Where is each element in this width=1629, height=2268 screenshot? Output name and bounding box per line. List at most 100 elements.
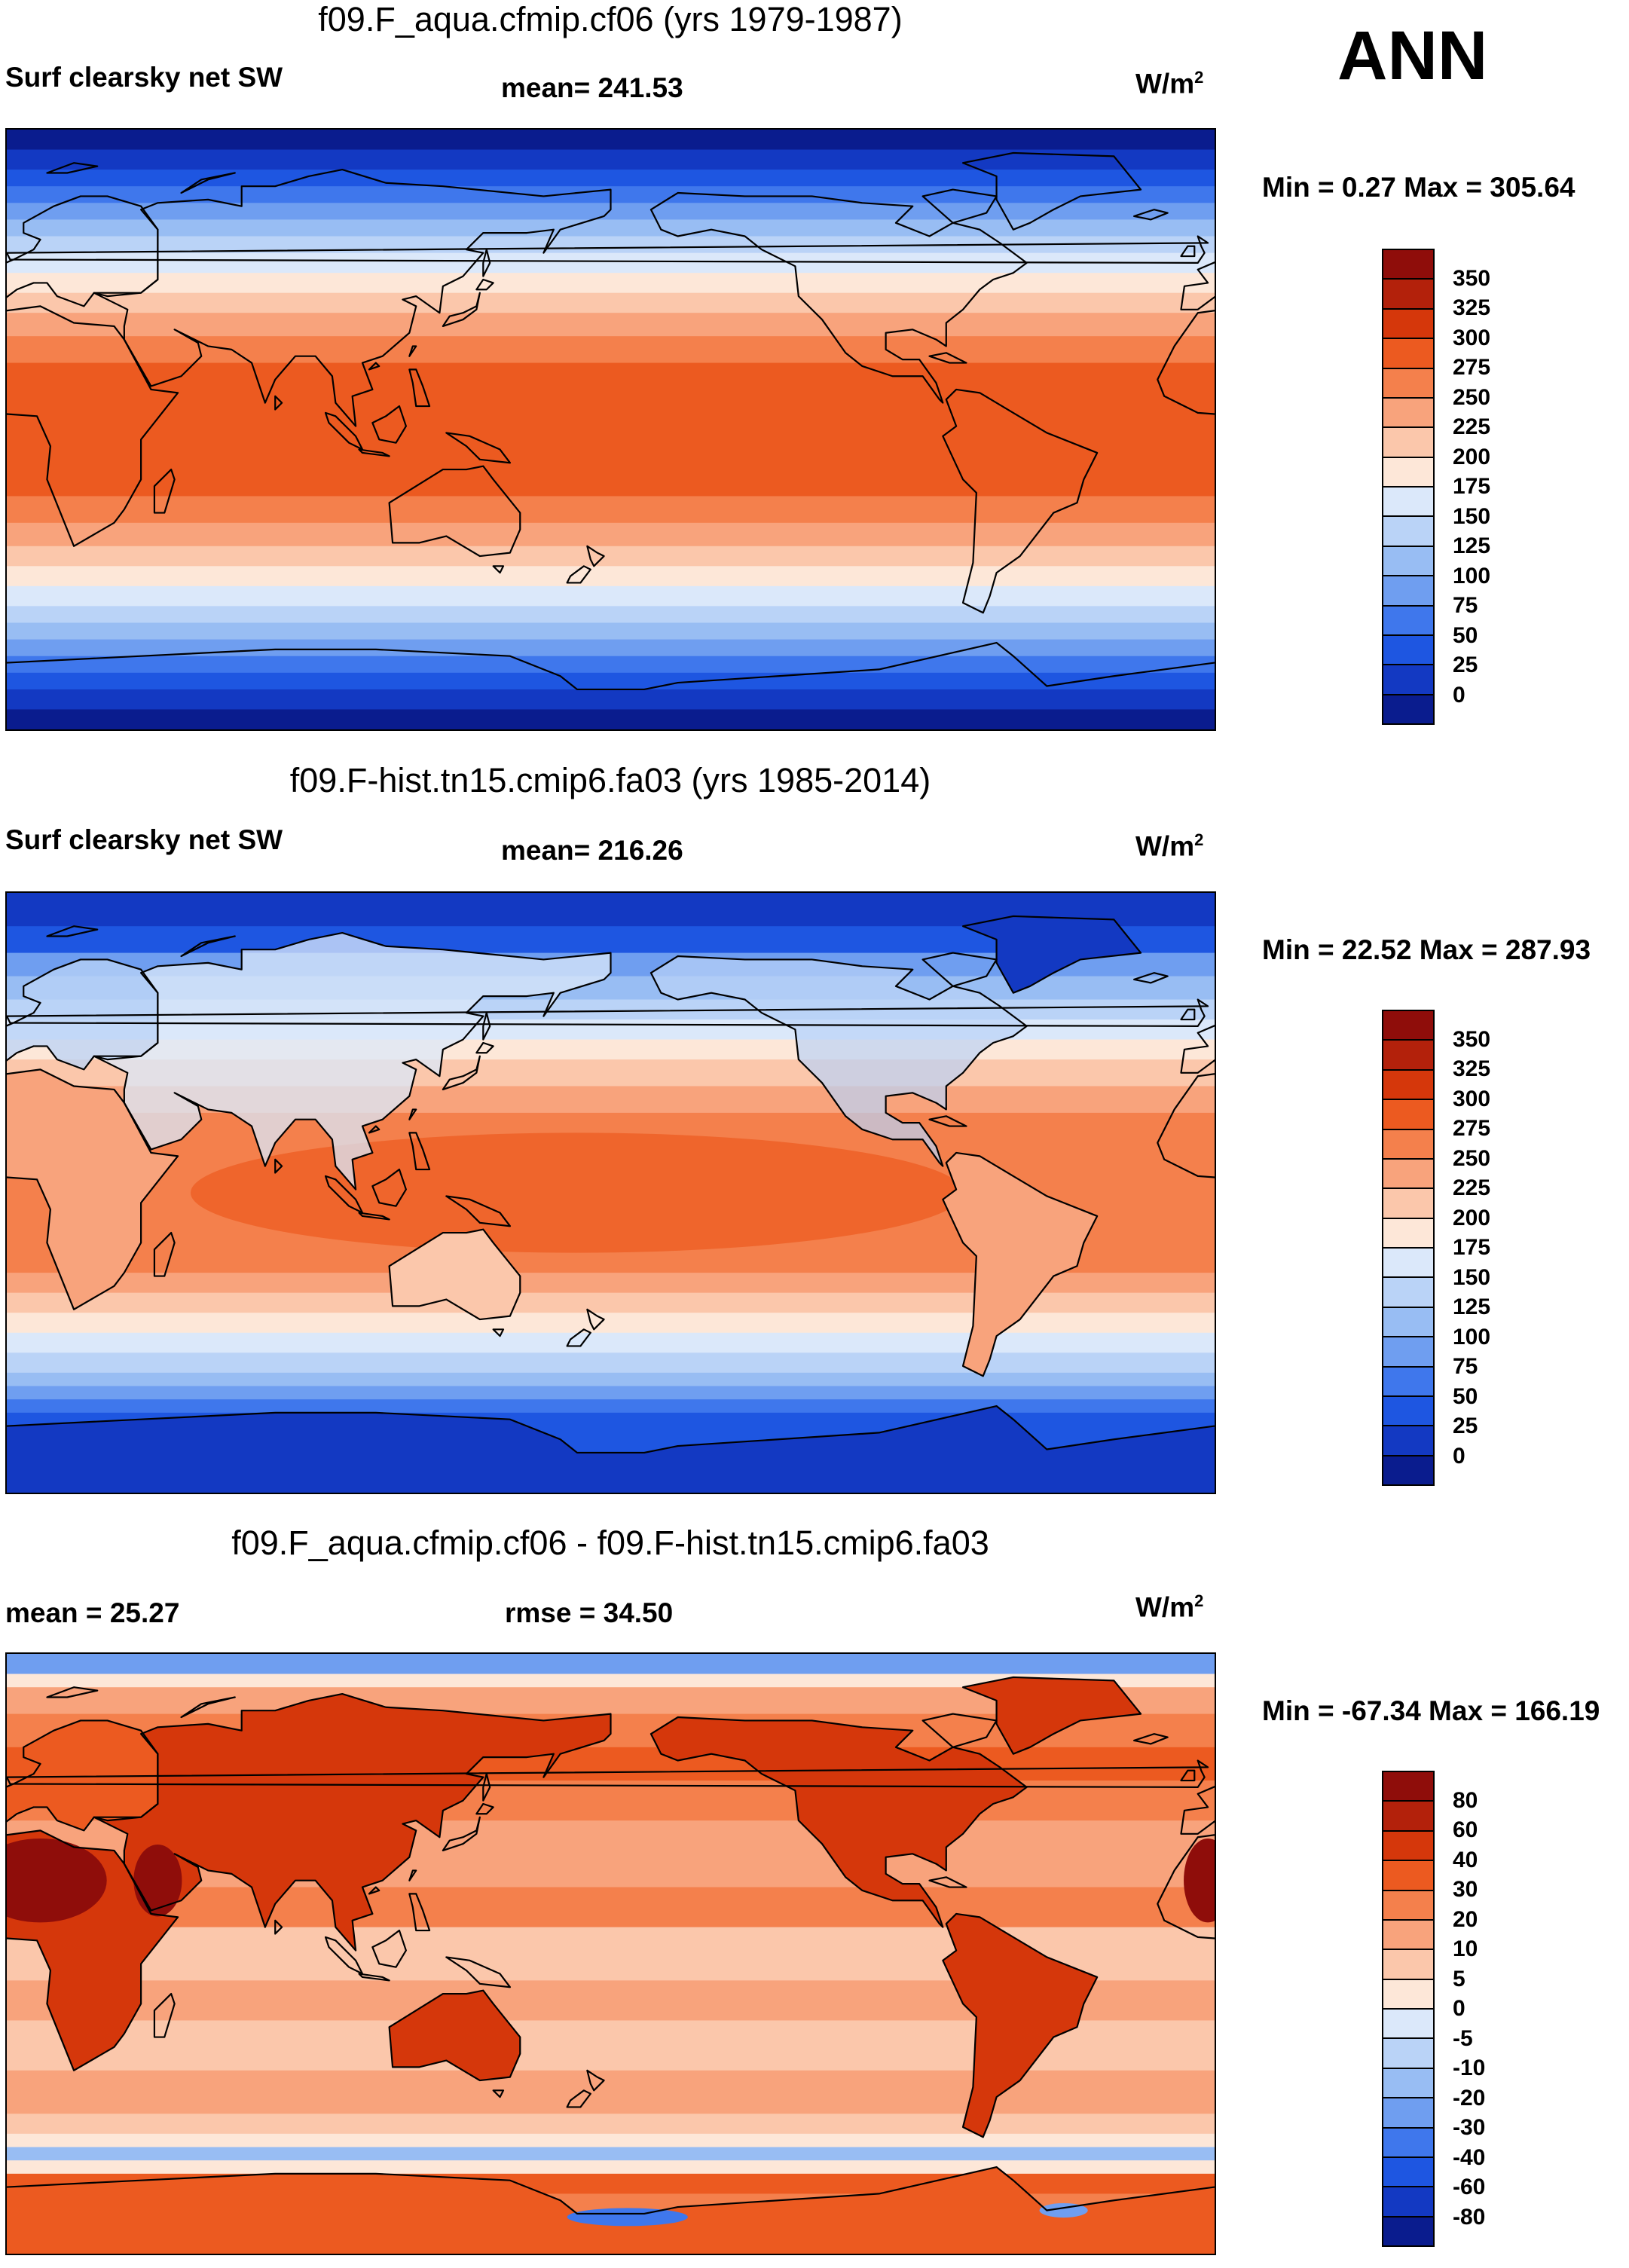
panel-3-rmse-label: rmse = 34.50	[505, 1597, 674, 1628]
colorbar-tick-label: 350	[1453, 1026, 1491, 1052]
coastline-island	[408, 1893, 431, 1932]
colorbar-tick-label: -30	[1453, 2115, 1486, 2140]
land-fill	[963, 1677, 1142, 1754]
coastline-africa	[7, 1829, 179, 2071]
field-band	[7, 639, 1215, 657]
coastline-island	[928, 1876, 967, 1888]
coastline-island	[1180, 1769, 1196, 1782]
colorbar-tick-label: -80	[1453, 2204, 1486, 2230]
panel-2-variable-label: Surf clearsky net SW	[5, 824, 283, 855]
coastline-namerica	[649, 955, 1028, 1167]
colorbar-swatch	[1383, 1278, 1433, 1308]
coastline-island	[442, 292, 481, 328]
colorbar-tick-label: 250	[1453, 384, 1491, 410]
colorbar-swatch	[1383, 1456, 1433, 1484]
field-band	[7, 622, 1215, 640]
field-band	[7, 219, 1215, 237]
coastline-antarctica	[7, 2166, 1215, 2215]
colorbar-tick-label: 0	[1453, 1443, 1465, 1469]
panel-1-map	[5, 128, 1216, 731]
field-band	[7, 2133, 1215, 2148]
colorbar-tick-label: 125	[1453, 1294, 1491, 1319]
coastline-island	[482, 1773, 491, 1802]
panel-2-units: W/m2	[1135, 830, 1203, 862]
field-band	[7, 1654, 1215, 1675]
colorbar-swatch	[1383, 1218, 1433, 1249]
coastline-island	[368, 1886, 381, 1895]
panel-3-units: W/m2	[1135, 1591, 1203, 1623]
panel-1-variable-label: Surf clearsky net SW	[5, 62, 283, 93]
colorbar-tick-label: 175	[1453, 1235, 1491, 1260]
colorbar-tick-label: 100	[1453, 1324, 1491, 1349]
field-blob	[191, 1132, 964, 1253]
colorbar-swatch	[1383, 339, 1433, 369]
coastline-island	[921, 188, 998, 224]
coastline-asia	[93, 168, 612, 427]
field-band	[7, 672, 1215, 690]
coastline-island	[928, 352, 967, 364]
colorbar-swatch	[1383, 250, 1433, 280]
coastline-island	[442, 1055, 481, 1091]
colorbar-swatch	[1383, 1189, 1433, 1219]
field-band	[7, 2147, 1215, 2162]
colorbar-tick-label: 0	[1453, 1996, 1465, 2021]
coastlines	[7, 1676, 1215, 2215]
colorbar-swatch	[1383, 695, 1433, 723]
field-band	[7, 252, 1215, 274]
panel-3-colorbar	[1382, 1771, 1435, 2247]
coastline-island	[368, 362, 381, 371]
colorbar-tick-label: 225	[1453, 1175, 1491, 1200]
panel-3-units-exp: 2	[1194, 1591, 1204, 1610]
colorbar-tick-label: 250	[1453, 1145, 1491, 1171]
panel-2-colorbar-labels: 350 325 300 275 250 225 200 175 150 125 100 75 50 25 0	[1453, 1010, 1566, 1486]
field-band	[7, 709, 1215, 729]
coastline-island	[921, 1713, 998, 1748]
field-band	[7, 606, 1215, 624]
colorbar-swatch	[1383, 2039, 1433, 2069]
colorbar-swatch	[1383, 280, 1433, 310]
coastline-island	[1133, 972, 1169, 984]
field-band	[7, 1399, 1215, 1414]
field-band	[7, 336, 1215, 364]
coastline-island	[371, 405, 407, 444]
panel-2-mean-label: mean= 216.26	[501, 835, 683, 866]
colorbar-swatch	[1383, 1891, 1433, 1921]
colorbar-swatch	[1383, 1011, 1433, 1041]
coastline-island	[475, 1802, 494, 1815]
coastline-island	[475, 1041, 494, 1054]
colorbar-swatch	[1383, 517, 1433, 547]
field-band	[7, 130, 1215, 151]
colorbar-tick-label: 200	[1453, 444, 1491, 469]
field-band	[7, 566, 1215, 587]
colorbar-swatch	[1383, 2187, 1433, 2218]
panel-2-minmax: Min = 22.52 Max = 287.93	[1262, 934, 1591, 965]
coastline-island	[566, 565, 591, 584]
colorbar-tick-label: 80	[1453, 1787, 1478, 1813]
field-band	[7, 1332, 1215, 1354]
coastline-island	[153, 1231, 176, 1277]
field-band	[7, 2114, 1215, 2135]
land-fill	[7, 2167, 1215, 2254]
colorbar-swatch	[1383, 1159, 1433, 1190]
panel-3-minmax: Min = -67.34 Max = 166.19	[1262, 1695, 1600, 1726]
coastline-samerica	[942, 1151, 1099, 1377]
colorbar-swatch	[1383, 1041, 1433, 1071]
coastline-island	[408, 368, 431, 408]
colorbar-swatch	[1383, 309, 1433, 340]
coastline-island	[1180, 1008, 1196, 1021]
colorbar-tick-label: 150	[1453, 503, 1491, 529]
colorbar-swatch	[1383, 2217, 1433, 2245]
field-band	[7, 170, 1215, 188]
field-band	[7, 546, 1215, 567]
colorbar-swatch	[1383, 1979, 1433, 2010]
coastlines	[7, 915, 1215, 1454]
colorbar-tick-label: 50	[1453, 622, 1478, 648]
coastline-island	[46, 925, 99, 937]
field-band	[7, 149, 1215, 171]
colorbar-tick-label: 350	[1453, 265, 1491, 291]
colorbar-tick-label: 200	[1453, 1205, 1491, 1230]
colorbar-tick-label: 100	[1453, 563, 1491, 588]
coastline-island	[492, 565, 505, 574]
coastline-samerica	[942, 388, 1099, 614]
field-band	[7, 1887, 1215, 1928]
